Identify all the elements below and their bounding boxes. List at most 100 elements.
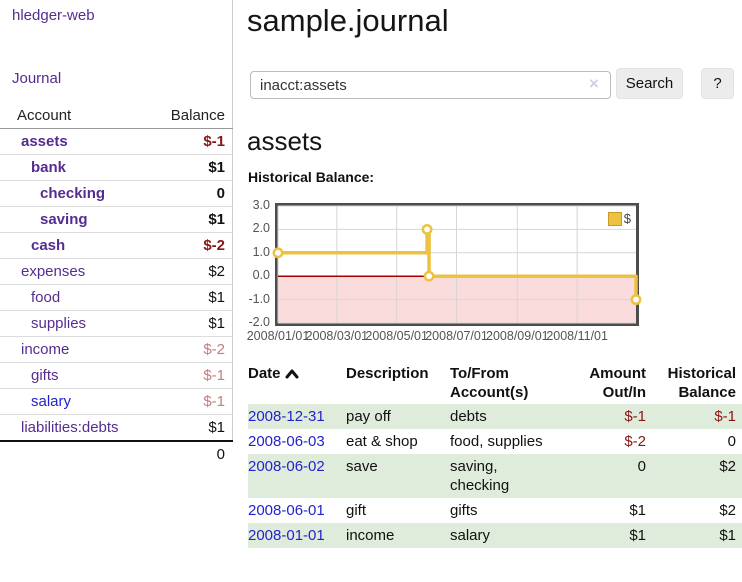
transaction-description: save: [346, 454, 450, 498]
transaction-accounts: food, supplies: [450, 429, 564, 454]
account-row: assets $-1: [0, 129, 233, 155]
y-axis-tick-label: -1.0: [240, 292, 270, 306]
account-link[interactable]: income: [0, 341, 69, 358]
x-axis-tick-label: 2008/11/01: [546, 329, 608, 343]
account-row: checking 0: [0, 181, 233, 207]
column-date-label: Date: [248, 365, 281, 382]
column-accounts: To/From Account(s): [450, 362, 564, 404]
column-date[interactable]: Date: [248, 362, 346, 404]
transaction-balance: $1: [646, 523, 742, 548]
column-description: Description: [346, 362, 450, 404]
account-row: saving $1: [0, 207, 233, 233]
transaction-amount: 0: [564, 454, 646, 498]
account-balance: $-1: [203, 393, 225, 410]
x-axis-tick-label: 2008/05/01: [365, 329, 428, 343]
transaction-description: pay off: [346, 404, 450, 429]
accounts-rows: assets$-1bank$1checking0saving$1cash$-2e…: [0, 129, 233, 442]
transaction-amount: $1: [564, 498, 646, 523]
register-header-row: Date Description To/From Account(s) Amou…: [248, 362, 742, 404]
transaction-amount: $1: [564, 523, 646, 548]
chart-title: Historical Balance:: [248, 169, 374, 185]
x-axis-tick-label: 2008/07/01: [425, 329, 488, 343]
help-button[interactable]: ?: [701, 68, 734, 99]
account-row: food $1: [0, 285, 233, 311]
transaction-balance: $2: [646, 498, 742, 523]
account-link[interactable]: bank: [0, 159, 66, 176]
accounts-total-value: 0: [217, 446, 225, 463]
account-link[interactable]: salary: [0, 393, 71, 410]
accounts-header-account: Account: [17, 107, 71, 124]
clear-search-icon[interactable]: ×: [589, 75, 599, 92]
transaction-balance: 0: [646, 429, 742, 454]
account-balance: $1: [208, 289, 225, 306]
transaction-amount: $-2: [564, 429, 646, 454]
chart-plot-area: $: [275, 203, 639, 326]
account-row: salary $-1: [0, 389, 233, 415]
account-balance: $1: [208, 159, 225, 176]
register-row: 2008-06-02 savesaving, checking0$2: [248, 454, 742, 498]
transaction-date-link[interactable]: 2008-01-01: [248, 527, 325, 544]
accounts-table-header: Account Balance: [0, 102, 233, 129]
accounts-total-row: 0: [0, 442, 233, 467]
account-row: bank $1: [0, 155, 233, 181]
sort-ascending-icon: [285, 368, 299, 379]
sidebar: hledger-web Journal Account Balance asse…: [0, 0, 233, 440]
account-link[interactable]: expenses: [0, 263, 85, 280]
transaction-accounts: saving, checking: [450, 454, 564, 498]
transaction-date-link[interactable]: 2008-06-02: [248, 458, 325, 475]
transaction-accounts: gifts: [450, 498, 564, 523]
register-row: 2008-06-01 giftgifts$1$2: [248, 498, 742, 523]
account-link[interactable]: gifts: [0, 367, 59, 384]
account-row: liabilities:debts $1: [0, 415, 233, 442]
account-row: income $-2: [0, 337, 233, 363]
account-balance: $1: [208, 419, 225, 436]
y-axis-tick-label: -2.0: [240, 315, 270, 329]
account-link[interactable]: food: [0, 289, 60, 306]
hledger-web-page: { "brand": "hledger-web", "nav": { "jour…: [0, 0, 742, 582]
account-link[interactable]: saving: [0, 211, 88, 228]
search-button[interactable]: Search: [616, 68, 683, 99]
accounts-table: Account Balance assets $-1 bank $1 checking 0…: [0, 102, 233, 467]
transaction-balance: $-1: [646, 404, 742, 429]
transaction-balance: $2: [646, 454, 742, 498]
account-link[interactable]: supplies: [0, 315, 86, 332]
account-heading: assets: [247, 126, 322, 157]
transaction-amount: $-1: [564, 404, 646, 429]
account-balance: $1: [208, 211, 225, 228]
x-axis-tick-label: 2008/03/01: [306, 329, 369, 343]
account-row: supplies $1: [0, 311, 233, 337]
account-balance: 0: [217, 185, 225, 202]
account-link[interactable]: checking: [0, 185, 105, 202]
page-title: sample.journal: [247, 3, 449, 39]
transaction-date-link[interactable]: 2008-06-03: [248, 433, 325, 450]
transaction-date-link[interactable]: 2008-12-31: [248, 408, 325, 425]
account-row: cash$-2: [0, 233, 233, 259]
search-input[interactable]: [250, 71, 611, 99]
account-balance: $1: [208, 315, 225, 332]
transaction-accounts: debts: [450, 404, 564, 429]
transaction-description: gift: [346, 498, 450, 523]
sidebar-item-journal[interactable]: Journal: [12, 70, 61, 87]
transaction-description: eat & shop: [346, 429, 450, 454]
y-axis-tick-label: 1.0: [240, 245, 270, 259]
transaction-date-link[interactable]: 2008-06-01: [248, 502, 325, 519]
account-link[interactable]: liabilities:debts: [0, 419, 119, 436]
register-row: 2008-01-01incomesalary$1$1: [248, 523, 742, 548]
account-row: gifts $-1: [0, 363, 233, 389]
y-axis-tick-label: 3.0: [240, 198, 270, 212]
column-amount: Amount Out/In: [564, 362, 646, 404]
brand-link[interactable]: hledger-web: [12, 7, 95, 24]
account-link[interactable]: assets: [0, 133, 68, 150]
account-row: expenses$2: [0, 259, 233, 285]
transaction-description: income: [346, 523, 450, 548]
transaction-accounts: salary: [450, 523, 564, 548]
account-balance: $-2: [203, 341, 225, 358]
x-axis-tick-label: 2008/09/01: [486, 329, 549, 343]
account-balance: $-1: [203, 367, 225, 384]
register-row: 2008-12-31pay offdebts$-1$-1: [248, 404, 742, 429]
legend-swatch: [608, 212, 622, 226]
column-balance: Historical Balance: [646, 362, 742, 404]
account-balance: $-1: [203, 133, 225, 150]
chart-canvas: [278, 206, 636, 323]
account-link[interactable]: cash: [0, 237, 65, 254]
